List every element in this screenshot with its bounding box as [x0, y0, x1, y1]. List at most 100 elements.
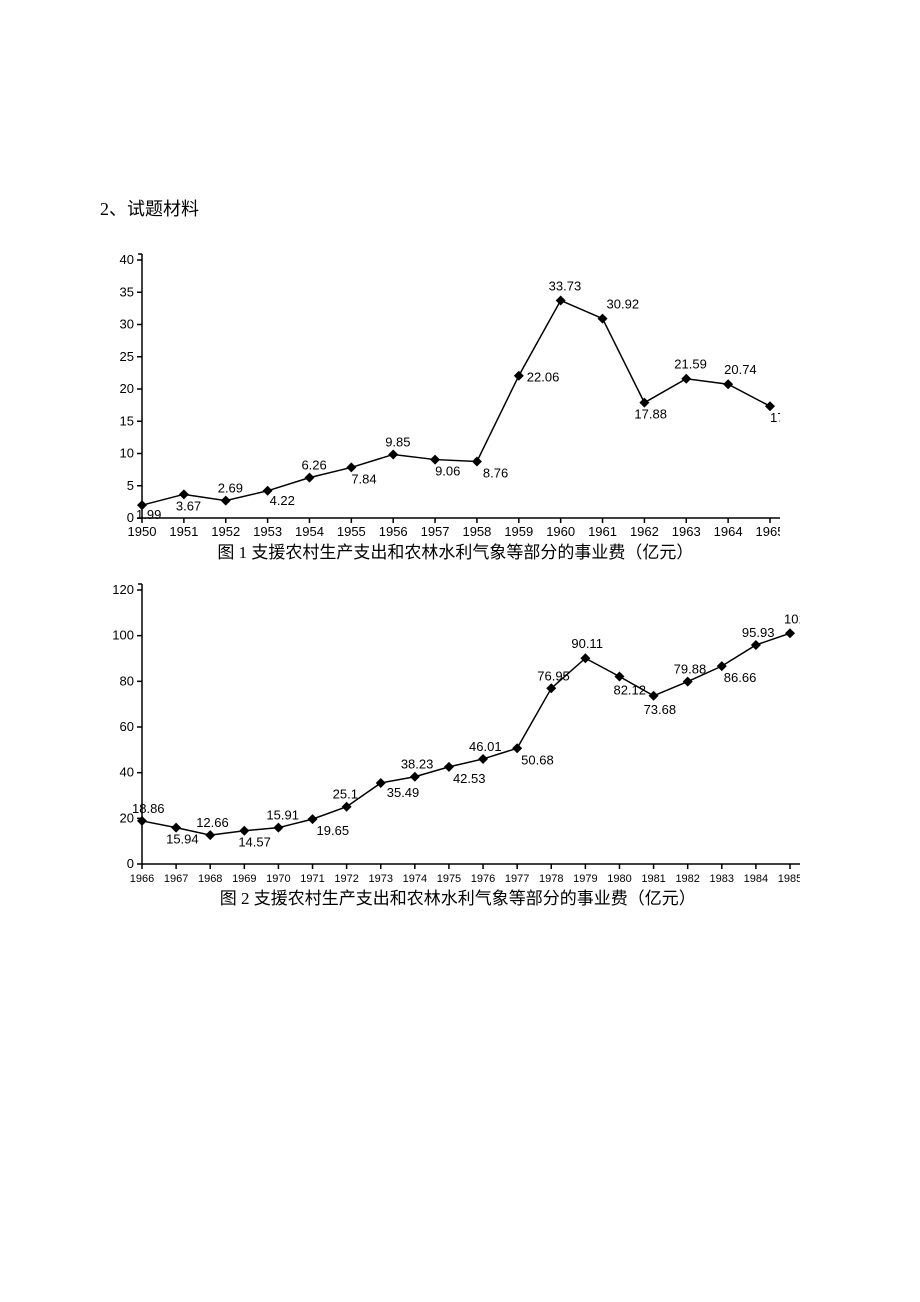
- data-marker: [273, 823, 283, 833]
- x-tick-label: 1981: [641, 873, 665, 885]
- x-tick-label: 1985: [778, 873, 800, 885]
- point-label: 86.66: [724, 670, 757, 685]
- data-marker: [410, 772, 420, 782]
- point-label: 15.91: [266, 808, 299, 823]
- x-tick-label: 1958: [462, 524, 491, 539]
- point-label: 50.68: [521, 752, 554, 767]
- y-tick-label: 100: [112, 628, 134, 643]
- point-label: 79.88: [674, 662, 707, 677]
- data-marker: [614, 671, 624, 681]
- data-marker: [221, 496, 231, 506]
- y-tick-label: 10: [120, 446, 134, 461]
- point-label: 38.23: [401, 757, 434, 772]
- chart-2: 0204060801001201966196719681969197019711…: [100, 580, 800, 920]
- x-tick-label: 1959: [504, 524, 533, 539]
- y-tick-label: 0: [127, 856, 134, 871]
- x-tick-label: 1983: [710, 873, 734, 885]
- x-tick-label: 1955: [337, 524, 366, 539]
- point-label: 17.33: [770, 410, 780, 425]
- point-label: 35.49: [387, 785, 420, 800]
- x-tick-label: 1978: [539, 873, 563, 885]
- section-heading: 2、试题材料: [100, 195, 199, 221]
- data-marker: [388, 449, 398, 459]
- data-marker: [137, 816, 147, 826]
- point-label: 4.22: [270, 493, 295, 508]
- y-tick-label: 35: [120, 284, 134, 299]
- data-marker: [514, 371, 524, 381]
- y-tick-label: 15: [120, 413, 134, 428]
- data-marker: [723, 379, 733, 389]
- point-label: 20.74: [724, 362, 757, 377]
- x-tick-label: 1950: [128, 524, 157, 539]
- x-tick-label: 1952: [211, 524, 240, 539]
- x-tick-label: 1979: [573, 873, 597, 885]
- point-label: 82.12: [613, 682, 646, 697]
- x-tick-label: 1973: [368, 873, 392, 885]
- point-label: 42.53: [453, 771, 486, 786]
- x-tick-label: 1969: [232, 873, 256, 885]
- point-label: 18.86: [132, 801, 165, 816]
- point-label: 15.94: [166, 832, 199, 847]
- x-tick-label: 1951: [169, 524, 198, 539]
- y-tick-label: 0: [127, 510, 134, 525]
- data-marker: [598, 314, 608, 324]
- point-label: 76.95: [537, 668, 570, 683]
- x-tick-label: 1984: [744, 873, 768, 885]
- point-label: 17.88: [634, 407, 667, 422]
- x-tick-label: 1954: [295, 524, 324, 539]
- x-tick-label: 1962: [630, 524, 659, 539]
- chart-2-svg: 0204060801001201966196719681969197019711…: [100, 580, 800, 920]
- data-marker: [304, 473, 314, 483]
- point-label: 1.99: [136, 507, 161, 522]
- point-label: 33.73: [549, 278, 582, 293]
- point-label: 9.06: [435, 464, 460, 479]
- point-label: 73.68: [644, 702, 677, 717]
- y-tick-label: 80: [120, 673, 134, 688]
- point-label: 9.85: [385, 434, 410, 449]
- chart-1: 0510152025303540195019511952195319541955…: [100, 250, 780, 570]
- x-tick-label: 1953: [253, 524, 282, 539]
- y-tick-label: 5: [127, 478, 134, 493]
- point-label: 30.92: [607, 297, 640, 312]
- x-tick-label: 1982: [675, 873, 699, 885]
- x-tick-label: 1980: [607, 873, 631, 885]
- point-label: 8.76: [483, 465, 508, 480]
- x-tick-label: 1977: [505, 873, 529, 885]
- chart-caption: 图 2 支援农村生产支出和农林水利气象等部分的事业费（亿元）: [220, 889, 696, 908]
- chart-caption: 图 1 支援农村生产支出和农林水利气象等部分的事业费（亿元）: [217, 543, 693, 562]
- point-label: 6.26: [301, 458, 326, 473]
- x-tick-label: 1966: [130, 873, 154, 885]
- x-tick-label: 1961: [588, 524, 617, 539]
- x-tick-label: 1963: [672, 524, 701, 539]
- data-marker: [649, 691, 659, 701]
- data-marker: [751, 640, 761, 650]
- point-label: 46.01: [469, 739, 502, 754]
- y-tick-label: 20: [120, 381, 134, 396]
- point-label: 95.93: [742, 625, 775, 640]
- point-label: 101.04: [784, 611, 800, 626]
- x-tick-label: 1964: [714, 524, 743, 539]
- point-label: 2.69: [218, 481, 243, 496]
- x-tick-label: 1957: [421, 524, 450, 539]
- data-marker: [683, 677, 693, 687]
- data-marker: [205, 830, 215, 840]
- y-tick-label: 25: [120, 349, 134, 364]
- y-tick-label: 40: [120, 252, 134, 267]
- point-label: 3.67: [176, 498, 201, 513]
- point-label: 19.65: [317, 823, 350, 838]
- y-tick-label: 120: [112, 582, 134, 597]
- x-tick-label: 1968: [198, 873, 222, 885]
- x-tick-label: 1967: [164, 873, 188, 885]
- x-tick-label: 1972: [334, 873, 358, 885]
- y-tick-label: 60: [120, 719, 134, 734]
- data-marker: [472, 456, 482, 466]
- point-label: 14.57: [238, 835, 271, 850]
- data-marker: [556, 295, 566, 305]
- point-label: 90.11: [571, 636, 603, 651]
- data-marker: [342, 802, 352, 812]
- x-tick-label: 1976: [471, 873, 495, 885]
- data-marker: [478, 754, 488, 764]
- chart-1-svg: 0510152025303540195019511952195319541955…: [100, 250, 780, 570]
- x-tick-label: 1975: [437, 873, 461, 885]
- point-label: 7.84: [351, 471, 376, 486]
